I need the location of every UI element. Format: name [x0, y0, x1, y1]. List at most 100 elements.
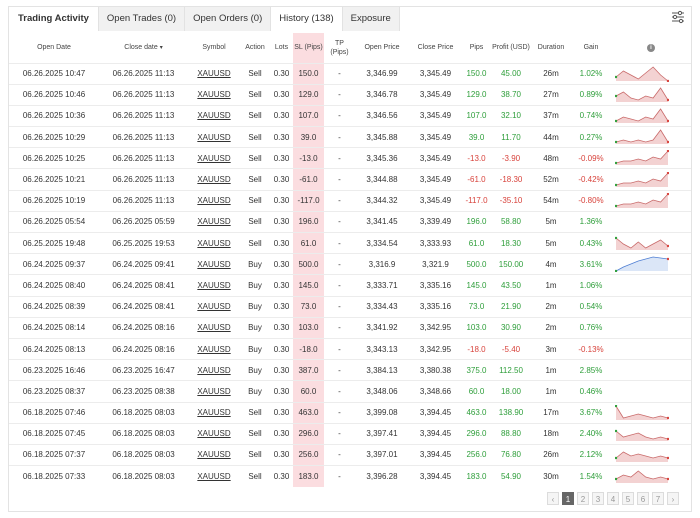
table-row[interactable]: 06.26.2025 05:54 06.26.2025 05:59 XAUUSD Se…	[9, 210, 691, 233]
table-row[interactable]: 06.24.2025 09:37 06.24.2025 09:41 XAUUSD Bu…	[9, 253, 691, 275]
close-price-cell: 3,380.38	[409, 359, 462, 381]
col-gain[interactable]: Gain	[583, 44, 599, 52]
col-sl[interactable]: SL (Pips)	[293, 33, 324, 63]
symbol-cell[interactable]: XAUUSD	[188, 443, 240, 466]
col-symbol[interactable]: Symbol	[202, 44, 226, 52]
prev-page-button[interactable]: ‹	[547, 492, 559, 505]
col-close-date[interactable]: Close date ▾	[99, 33, 188, 63]
symbol-cell[interactable]: XAUUSD	[188, 380, 240, 402]
symbol-cell[interactable]: XAUUSD	[188, 104, 240, 127]
symbol-cell[interactable]: XAUUSD	[188, 253, 240, 275]
col-duration[interactable]: Duration	[537, 44, 565, 52]
tp-cell: -	[324, 231, 355, 254]
col-action[interactable]: Action	[245, 44, 265, 52]
symbol-cell[interactable]: XAUUSD	[188, 83, 240, 106]
symbol-cell[interactable]: XAUUSD	[188, 274, 240, 297]
tp-cell: -	[324, 147, 355, 169]
table-row[interactable]: 06.25.2025 19:48 06.25.2025 19:53 XAUUSD Se…	[9, 231, 691, 254]
symbol-cell[interactable]: XAUUSD	[188, 168, 240, 191]
symbol-cell[interactable]: XAUUSD	[188, 189, 240, 212]
action-cell: Buy	[240, 316, 270, 339]
open-date-cell: 06.26.2025 10:29	[9, 126, 99, 148]
close-date-cell: 06.18.2025 08:03	[99, 443, 188, 466]
symbol-cell[interactable]: XAUUSD	[188, 337, 240, 360]
table-row[interactable]: 06.24.2025 08:39 06.24.2025 08:41 XAUUSD Bu…	[9, 295, 691, 318]
table-row[interactable]: 06.26.2025 10:25 06.26.2025 11:13 XAUUSD Se…	[9, 147, 691, 169]
page-button-4[interactable]: 4	[607, 492, 619, 505]
pips-cell: -117.0	[462, 189, 491, 212]
pips-cell: 183.0	[462, 465, 491, 487]
table-row[interactable]: 06.24.2025 08:14 06.24.2025 08:16 XAUUSD Bu…	[9, 316, 691, 339]
symbol-cell[interactable]: XAUUSD	[188, 126, 240, 148]
symbol-cell[interactable]: XAUUSD	[188, 62, 240, 85]
col-tp[interactable]: TP (Pips)	[330, 39, 349, 56]
pips-cell: 145.0	[462, 274, 491, 297]
table-row[interactable]: 06.24.2025 08:40 06.24.2025 08:41 XAUUSD Bu…	[9, 274, 691, 297]
lots-cell: 0.30	[270, 62, 293, 85]
table-row[interactable]: 06.26.2025 10:21 06.26.2025 11:13 XAUUSD Se…	[9, 168, 691, 191]
table-row[interactable]: 06.18.2025 07:45 06.18.2025 08:03 XAUUSD Se…	[9, 422, 691, 445]
profit-cell: 18.30	[491, 231, 531, 254]
sparkline-open-point	[615, 429, 618, 432]
page-button-6[interactable]: 6	[637, 492, 649, 505]
col-open-date[interactable]: Open Date	[37, 44, 71, 52]
table-row[interactable]: 06.23.2025 08:37 06.23.2025 08:38 XAUUSD Bu…	[9, 380, 691, 402]
symbol-cell[interactable]: XAUUSD	[188, 210, 240, 233]
table-row[interactable]: 06.18.2025 07:46 06.18.2025 08:03 XAUUSD Se…	[9, 401, 691, 424]
profit-cell: 54.90	[491, 465, 531, 487]
next-page-button[interactable]: ›	[667, 492, 679, 505]
close-price-cell: 3,394.45	[409, 422, 462, 445]
filter-settings-button[interactable]	[671, 10, 685, 24]
tab-open-orders[interactable]: Open Orders (0)	[185, 7, 272, 31]
sparkline-close-point	[666, 456, 669, 460]
table-row[interactable]: 06.18.2025 07:33 06.18.2025 08:03 XAUUSD Se…	[9, 465, 691, 487]
page-button-1[interactable]: 1	[562, 492, 574, 505]
page-button-7[interactable]: 7	[652, 492, 664, 505]
symbol-cell[interactable]: XAUUSD	[188, 422, 240, 445]
table-row[interactable]: 06.26.2025 10:36 06.26.2025 11:13 XAUUSD Se…	[9, 104, 691, 127]
sl-cell: 145.0	[293, 274, 324, 297]
col-pips[interactable]: Pips	[469, 44, 484, 52]
table-row[interactable]: 06.24.2025 08:13 06.24.2025 08:16 XAUUSD Bu…	[9, 337, 691, 360]
col-profit[interactable]: Profit (USD)	[492, 44, 530, 52]
symbol-cell[interactable]: XAUUSD	[188, 147, 240, 169]
lots-cell: 0.30	[270, 316, 293, 339]
sparkline-cell	[611, 316, 691, 339]
sparkline-close-point	[666, 478, 669, 481]
symbol-cell[interactable]: XAUUSD	[188, 465, 240, 487]
tab-open-trades[interactable]: Open Trades (0)	[98, 7, 186, 31]
col-lots[interactable]: Lots	[274, 44, 289, 52]
table-row[interactable]: 06.26.2025 10:46 06.26.2025 11:13 XAUUSD Se…	[9, 83, 691, 106]
symbol-cell[interactable]: XAUUSD	[188, 401, 240, 424]
page-button-5[interactable]: 5	[622, 492, 634, 505]
symbol-cell[interactable]: XAUUSD	[188, 359, 240, 381]
trade-sparkline	[615, 87, 669, 102]
table-row[interactable]: 06.18.2025 07:37 06.18.2025 08:03 XAUUSD Se…	[9, 443, 691, 466]
sparkline-open-point	[615, 162, 618, 165]
col-close-price[interactable]: Close Price	[417, 44, 454, 52]
col-open-price[interactable]: Open Price	[364, 44, 400, 52]
sparkline-open-point	[615, 270, 618, 273]
open-price-cell: 3,346.56	[355, 104, 409, 127]
table-row[interactable]: 06.26.2025 10:47 06.26.2025 11:13 XAUUSD Se…	[9, 62, 691, 85]
tab-history[interactable]: History (138)	[271, 7, 343, 31]
pagination: ‹ 1 2 3 4 5 6 7 ›	[547, 492, 679, 505]
duration-cell: 1m	[531, 359, 571, 381]
page-button-3[interactable]: 3	[592, 492, 604, 505]
symbol-cell[interactable]: XAUUSD	[188, 231, 240, 254]
tab-exposure[interactable]: Exposure	[342, 7, 400, 31]
sl-cell: 39.0	[293, 126, 324, 148]
tp-cell: -	[324, 443, 355, 466]
table-row[interactable]: 06.23.2025 16:46 06.23.2025 16:47 XAUUSD Bu…	[9, 359, 691, 381]
close-price-cell: 3,348.66	[409, 380, 462, 402]
page-button-2[interactable]: 2	[577, 492, 589, 505]
sl-cell: 463.0	[293, 401, 324, 424]
tab-trading-activity[interactable]: Trading Activity	[9, 7, 99, 31]
symbol-cell[interactable]: XAUUSD	[188, 316, 240, 339]
symbol-cell[interactable]: XAUUSD	[188, 295, 240, 318]
info-icon[interactable]: i	[647, 44, 655, 53]
open-date-cell: 06.24.2025 08:13	[9, 337, 99, 360]
table-row[interactable]: 06.26.2025 10:29 06.26.2025 11:13 XAUUSD Se…	[9, 126, 691, 148]
sparkline-close-point	[666, 98, 669, 101]
table-row[interactable]: 06.26.2025 10:19 06.26.2025 11:13 XAUUSD Se…	[9, 189, 691, 212]
